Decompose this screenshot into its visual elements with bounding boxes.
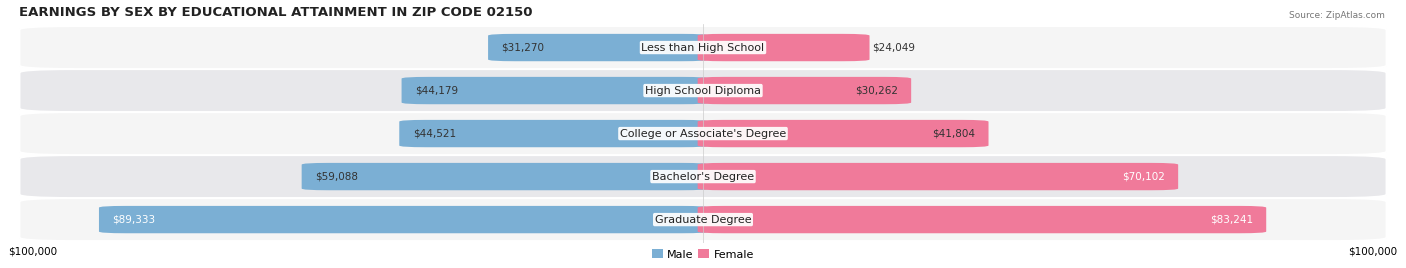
FancyBboxPatch shape [302,163,709,190]
Text: Bachelor's Degree: Bachelor's Degree [652,172,754,182]
FancyBboxPatch shape [697,120,988,147]
FancyBboxPatch shape [697,34,869,61]
Text: $59,088: $59,088 [315,172,359,182]
Text: $31,270: $31,270 [502,43,544,53]
FancyBboxPatch shape [697,77,911,104]
Text: $44,179: $44,179 [415,85,458,96]
FancyBboxPatch shape [20,112,1386,155]
FancyBboxPatch shape [399,120,709,147]
Text: Source: ZipAtlas.com: Source: ZipAtlas.com [1289,11,1385,20]
Text: $30,262: $30,262 [855,85,898,96]
Legend: Male, Female: Male, Female [647,245,759,264]
FancyBboxPatch shape [402,77,709,104]
Text: $83,241: $83,241 [1209,215,1253,225]
FancyBboxPatch shape [20,69,1386,112]
FancyBboxPatch shape [697,206,1267,233]
FancyBboxPatch shape [20,155,1386,198]
Text: High School Diploma: High School Diploma [645,85,761,96]
Text: Less than High School: Less than High School [641,43,765,53]
Text: $24,049: $24,049 [872,43,915,53]
Text: $89,333: $89,333 [112,215,156,225]
FancyBboxPatch shape [488,34,709,61]
Text: $41,804: $41,804 [932,129,976,139]
Text: $70,102: $70,102 [1122,172,1164,182]
Text: Graduate Degree: Graduate Degree [655,215,751,225]
Text: EARNINGS BY SEX BY EDUCATIONAL ATTAINMENT IN ZIP CODE 02150: EARNINGS BY SEX BY EDUCATIONAL ATTAINMEN… [20,6,533,18]
FancyBboxPatch shape [20,198,1386,241]
FancyBboxPatch shape [697,163,1178,190]
Text: $44,521: $44,521 [413,129,456,139]
Text: College or Associate's Degree: College or Associate's Degree [620,129,786,139]
FancyBboxPatch shape [98,206,709,233]
FancyBboxPatch shape [20,26,1386,69]
